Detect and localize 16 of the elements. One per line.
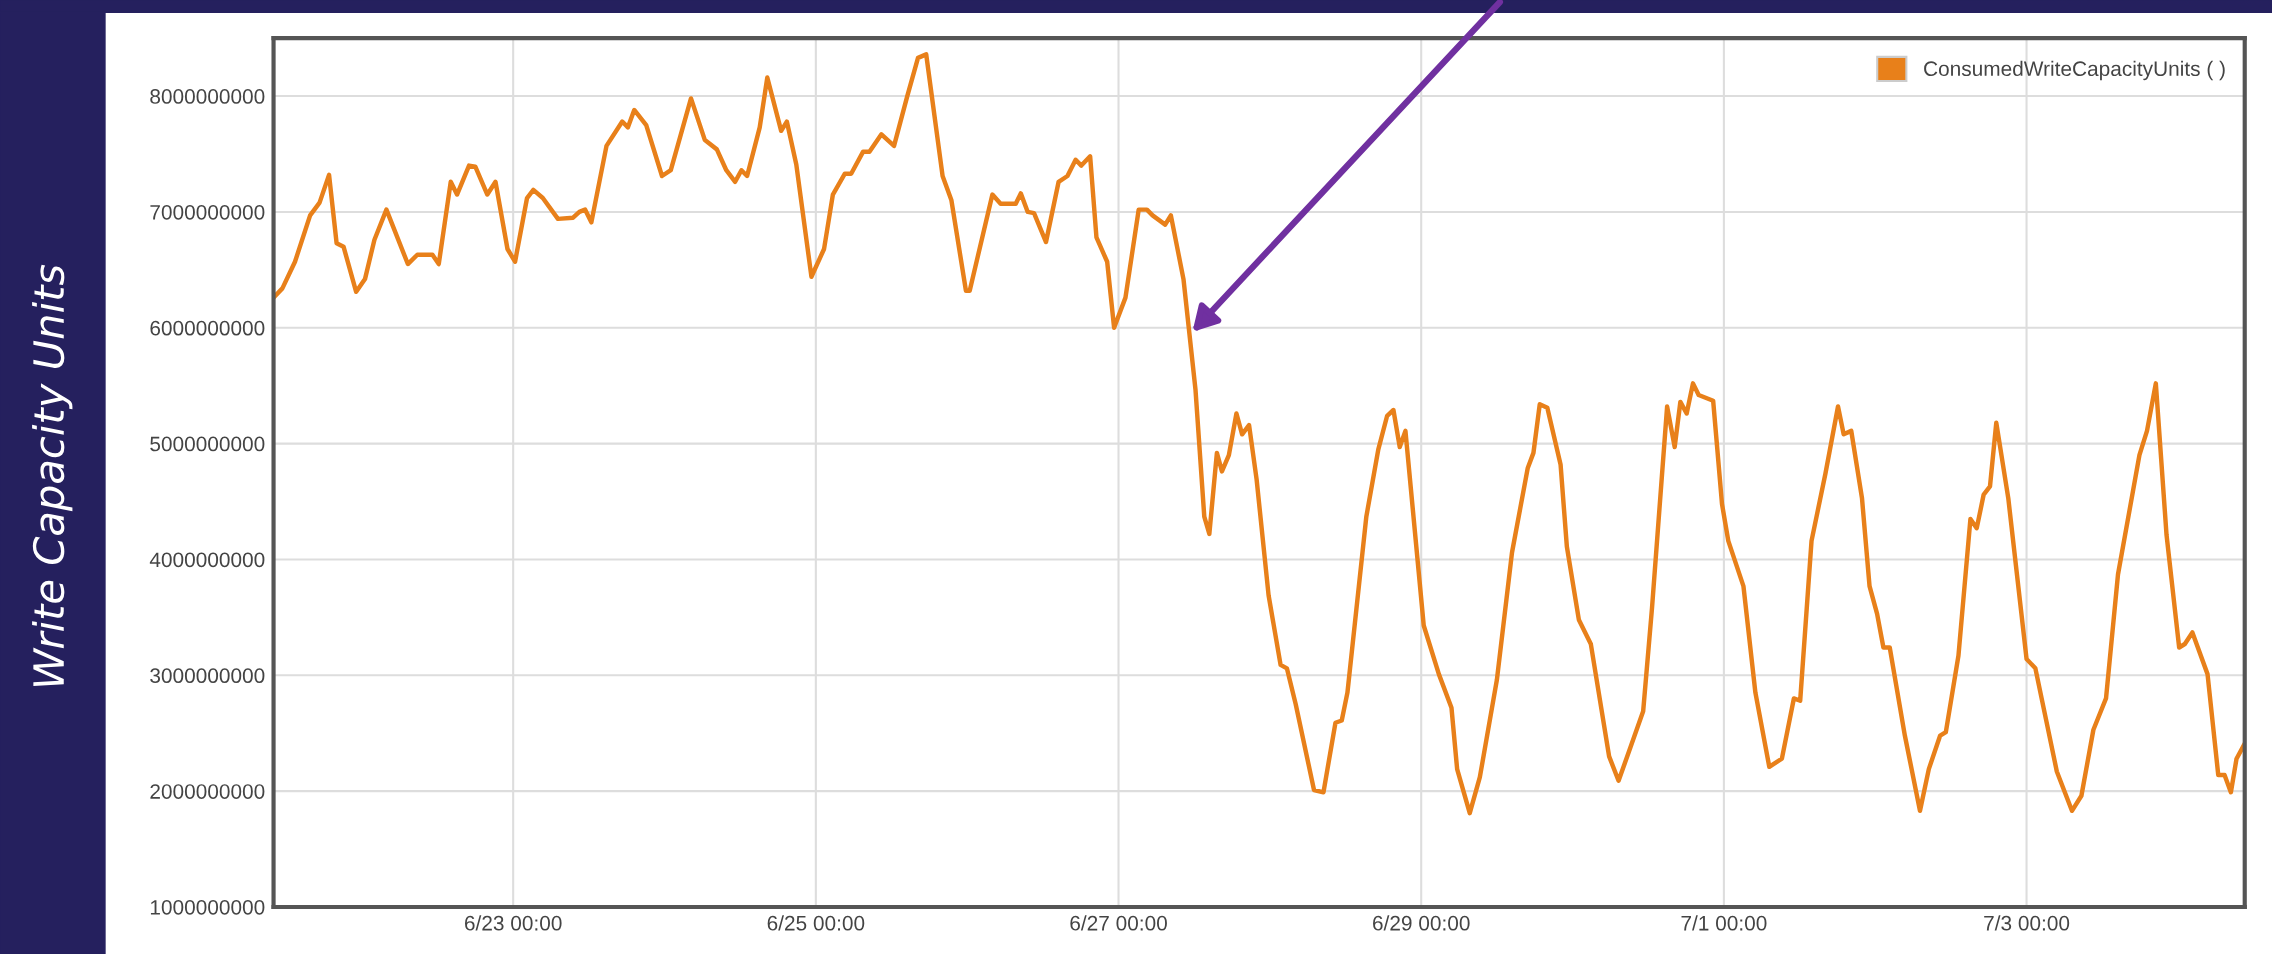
- x-tick-label: 7/1 00:00: [1681, 915, 1767, 931]
- legend-label: ConsumedWriteCapacityUnits ( ): [1924, 60, 2225, 81]
- y-tick-label: 2000000000: [150, 784, 265, 799]
- y-tick-label: 3000000000: [150, 668, 265, 684]
- y-tick-label: 7000000000: [150, 204, 265, 220]
- y-axis-title: Write Capacity Units: [32, 264, 73, 687]
- y-tick-label: 8000000000: [150, 89, 265, 104]
- x-tick-label: 6/25 00:00: [767, 915, 865, 931]
- y-tick-label: 5000000000: [150, 436, 265, 452]
- y-tick-label: 6000000000: [150, 320, 265, 336]
- x-tick-label: 7/3 00:00: [1984, 915, 2070, 931]
- y-tick-label: 4000000000: [149, 552, 265, 568]
- x-tick-label: 6/27 00:00: [1070, 915, 1167, 931]
- x-tick-label: 6/29 00:00: [1373, 915, 1470, 931]
- y-tick-label: 1000000000: [150, 899, 265, 915]
- x-tick-label: 6/23 00:00: [465, 915, 562, 931]
